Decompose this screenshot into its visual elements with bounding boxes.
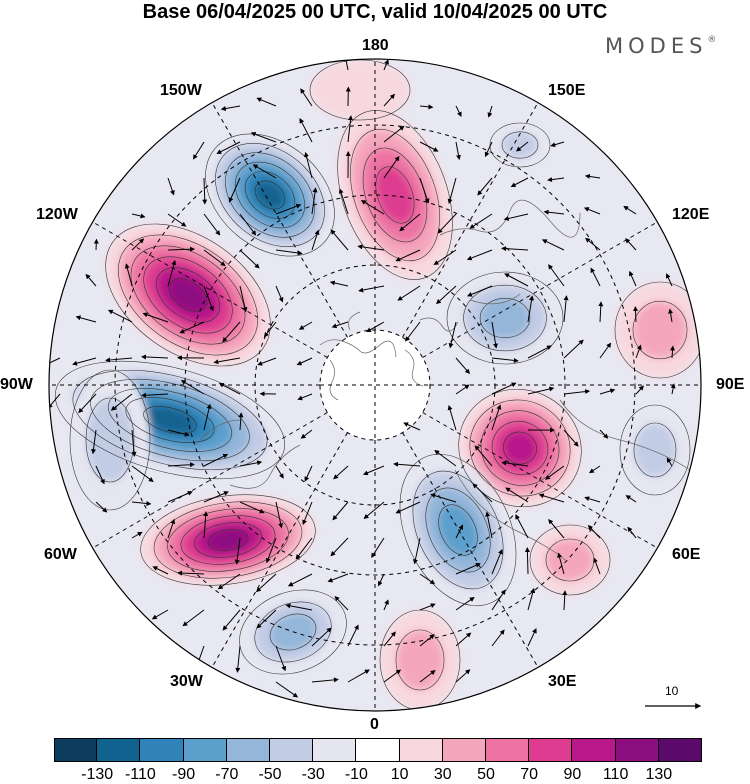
lon-label-60e: 60E bbox=[672, 546, 700, 564]
lon-label-0: 0 bbox=[370, 716, 379, 734]
anomaly-shading-level bbox=[310, 60, 410, 120]
wind-vector-arrow bbox=[527, 548, 528, 574]
lon-label-60w: 60W bbox=[44, 546, 77, 564]
reference-vector-label: 10 bbox=[665, 684, 678, 698]
lon-label-90e: 90E bbox=[716, 376, 744, 394]
lon-label-150e: 150E bbox=[548, 82, 585, 100]
colorbar bbox=[54, 738, 702, 762]
lon-label-30e: 30E bbox=[548, 673, 576, 691]
lon-label-180: 180 bbox=[362, 37, 389, 55]
colorbar-frame bbox=[54, 738, 702, 762]
lon-label-120e: 120E bbox=[672, 206, 709, 224]
wind-vector-arrow bbox=[635, 307, 636, 322]
lon-label-30w: 30W bbox=[170, 673, 203, 691]
lon-label-120w: 120W bbox=[36, 206, 78, 224]
lon-label-150w: 150W bbox=[160, 82, 202, 100]
colorbar-tick-label: 130 bbox=[634, 766, 684, 784]
lon-label-90w: 90W bbox=[0, 376, 33, 394]
